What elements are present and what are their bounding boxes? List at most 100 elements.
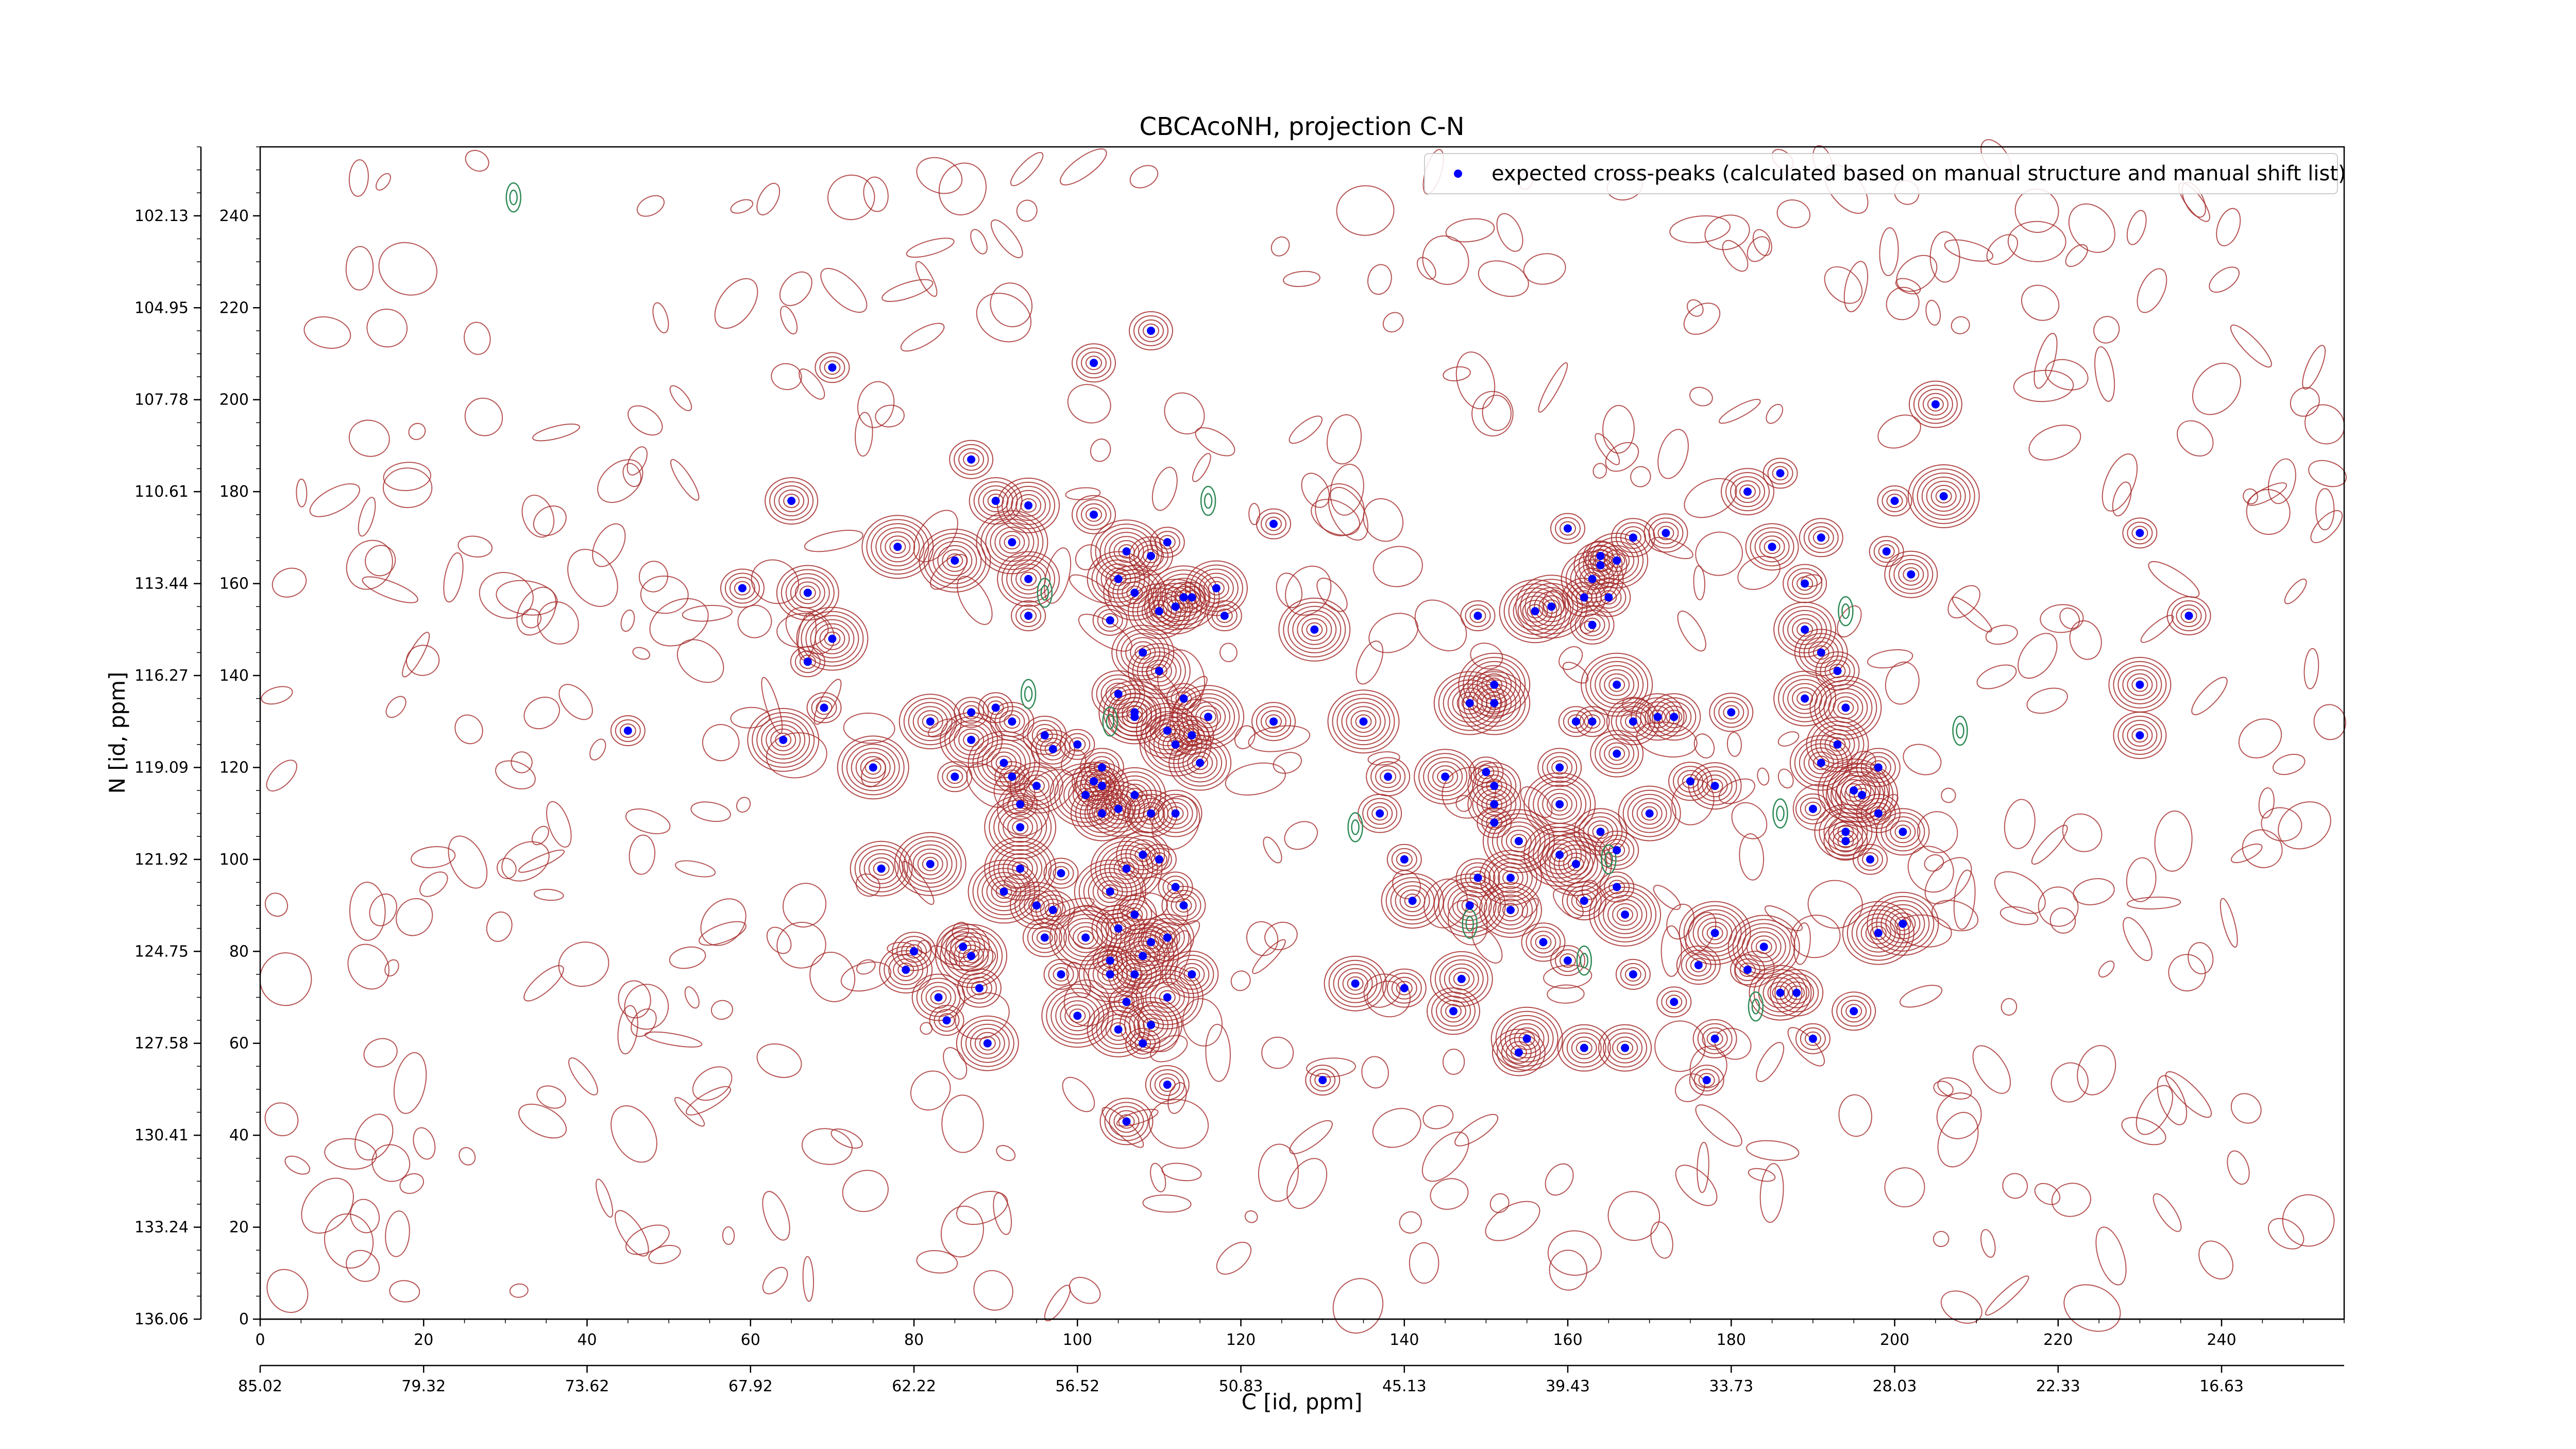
peak-contour bbox=[912, 848, 948, 880]
noise-contour bbox=[626, 446, 648, 476]
noise-contour bbox=[1553, 888, 1584, 919]
peak-contour bbox=[901, 940, 927, 963]
peak-contour bbox=[1492, 1029, 1546, 1076]
noise-contour bbox=[1746, 1140, 1800, 1161]
peak-contour bbox=[1878, 544, 1895, 559]
x-tick-label: 60 bbox=[741, 1331, 760, 1349]
noise-contour bbox=[1650, 1221, 1673, 1259]
peak-marker bbox=[1032, 901, 1041, 910]
noise-contour bbox=[632, 647, 650, 660]
peak-marker bbox=[1850, 1007, 1858, 1016]
peak-marker bbox=[1188, 593, 1196, 602]
peak-contour bbox=[1510, 834, 1527, 849]
noise-contour bbox=[1455, 795, 1472, 812]
noise-contour bbox=[1547, 1230, 1602, 1276]
noise-contour bbox=[2034, 1183, 2061, 1205]
peak-contour bbox=[1391, 848, 1417, 871]
peak-marker bbox=[893, 543, 902, 551]
noise-contour bbox=[1747, 236, 1770, 262]
negative-contour bbox=[1465, 916, 1474, 932]
noise-contour bbox=[1264, 921, 1298, 950]
noise-contour bbox=[669, 385, 692, 411]
peak-contour bbox=[1607, 899, 1643, 930]
peak-contour bbox=[1627, 794, 1672, 833]
peak-marker bbox=[991, 497, 1000, 505]
x-tick-label: 40 bbox=[577, 1331, 597, 1349]
peak-contour bbox=[1486, 797, 1503, 812]
y-ppm-tick-label: 113.44 bbox=[134, 575, 189, 593]
peak-contour bbox=[1860, 752, 1896, 783]
noise-contour bbox=[827, 174, 875, 221]
noise-contour bbox=[976, 293, 1032, 343]
peak-contour bbox=[1036, 930, 1053, 945]
peak-contour bbox=[1122, 701, 1148, 724]
noise-contour bbox=[2310, 510, 2343, 544]
noise-contour bbox=[382, 467, 433, 509]
noise-contour bbox=[1164, 392, 1205, 435]
peak-contour bbox=[1890, 820, 1916, 844]
noise-contour bbox=[347, 943, 389, 990]
noise-contour bbox=[2094, 346, 2115, 402]
noise-contour bbox=[1917, 811, 1958, 853]
peak-contour bbox=[794, 650, 821, 673]
peak-contour bbox=[1714, 697, 1749, 728]
peak-marker bbox=[1743, 966, 1752, 974]
noise-contour bbox=[1289, 415, 1323, 444]
noise-contour bbox=[2242, 829, 2283, 868]
negative-contour bbox=[1841, 603, 1850, 619]
peak-contour bbox=[985, 518, 1039, 566]
noise-contour bbox=[1595, 433, 1620, 465]
noise-contour bbox=[1044, 547, 1072, 604]
peak-contour bbox=[1598, 890, 1652, 938]
peak-contour bbox=[1089, 802, 1115, 825]
peak-contour bbox=[888, 954, 924, 985]
negative-contour bbox=[1838, 596, 1854, 627]
peak-marker bbox=[1613, 749, 1621, 758]
noise-contour bbox=[840, 962, 892, 992]
noise-contour bbox=[676, 639, 724, 683]
peak-contour bbox=[1856, 913, 1901, 953]
noise-contour bbox=[2073, 878, 2115, 905]
peak-contour bbox=[1648, 517, 1684, 549]
peak-marker bbox=[1163, 993, 1172, 1002]
peak-marker bbox=[787, 497, 796, 505]
peak-contour bbox=[1159, 930, 1176, 945]
peak-contour bbox=[1048, 963, 1074, 986]
peak-marker bbox=[1490, 782, 1499, 790]
peak-contour bbox=[1068, 922, 1104, 953]
peak-contour bbox=[1735, 480, 1760, 503]
peak-contour bbox=[1599, 835, 1635, 866]
noise-contour bbox=[2093, 316, 2120, 344]
noise-contour bbox=[1246, 921, 1279, 956]
noise-contour bbox=[916, 1250, 958, 1274]
noise-contour bbox=[2137, 268, 2167, 313]
peak-contour bbox=[1020, 571, 1037, 586]
peak-contour bbox=[1069, 1008, 1086, 1023]
peak-marker bbox=[1122, 864, 1131, 873]
peak-marker bbox=[1106, 970, 1114, 979]
peak-contour bbox=[1117, 958, 1153, 990]
noise-contour bbox=[479, 571, 534, 619]
peak-contour bbox=[899, 694, 962, 750]
noise-contour bbox=[990, 282, 1033, 328]
peak-contour bbox=[1134, 645, 1151, 660]
peak-contour bbox=[1433, 671, 1506, 735]
noise-contour bbox=[1443, 366, 1471, 382]
y-tick-label: 200 bbox=[219, 391, 249, 409]
noise-contour bbox=[820, 267, 868, 313]
peak-contour bbox=[990, 702, 1035, 742]
peak-contour bbox=[1129, 311, 1173, 350]
peak-contour bbox=[879, 946, 933, 993]
noise-contour bbox=[558, 684, 593, 720]
peak-marker bbox=[1514, 1048, 1523, 1057]
peak-contour bbox=[945, 931, 981, 963]
noise-contour bbox=[521, 609, 541, 629]
peak-contour bbox=[1100, 793, 1136, 824]
peak-contour bbox=[1167, 806, 1184, 821]
peak-contour bbox=[933, 541, 977, 580]
peak-contour bbox=[1930, 485, 1957, 508]
noise-contour bbox=[1471, 391, 1514, 437]
y-ppm-tick-label: 119.09 bbox=[134, 759, 189, 777]
peak-contour bbox=[1718, 701, 1744, 724]
noise-contour bbox=[2302, 345, 2326, 390]
